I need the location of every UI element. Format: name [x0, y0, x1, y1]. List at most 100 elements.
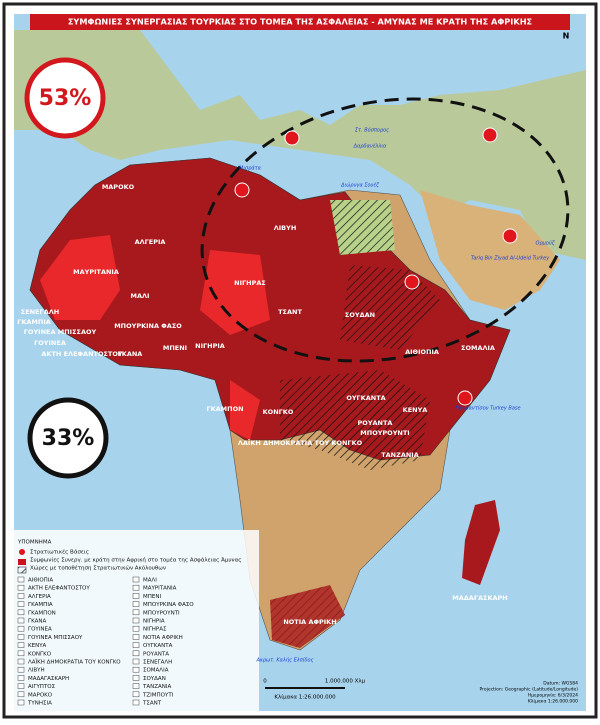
base-icon: [457, 390, 473, 406]
legend-country: ΤΖΙΜΠΟΥΤΙ: [142, 692, 174, 698]
legend-swatch: [17, 625, 25, 632]
country-label: ΑΛΓΕΡΙΑ: [135, 238, 166, 246]
legend-country: ΚΟΝΓΚΟ: [28, 651, 52, 657]
map-info: Κλίμακα 1:26.000.000: [528, 698, 578, 705]
legend-country: ΓΚΑΜΠΟΝ: [28, 610, 56, 616]
legend-swatch: [17, 699, 25, 706]
south-africa: [270, 585, 345, 648]
country-label: ΤΣΑΝΤ: [278, 308, 302, 316]
country-label: ΜΑΛΙ: [131, 292, 150, 300]
scale-end: 1.000.000 Χλμ: [325, 679, 366, 685]
north-arrow: N: [563, 32, 570, 41]
legend-symbol: [19, 549, 25, 555]
base-icon: [234, 182, 250, 198]
legend-country: ΟΥΓΚΑΝΤΑ: [143, 643, 173, 649]
legend-swatch: [132, 642, 140, 648]
place-label: Διώρυγα Σουέζ: [340, 182, 379, 189]
place-label: Δαρδανέλλια: [353, 143, 387, 150]
legend-swatch: [132, 658, 140, 665]
legend-swatch: [132, 609, 140, 616]
legend-country: ΓΚΑΜΠΙΑ: [28, 602, 53, 608]
country-label: ΓΚΑΜΠΙΑ: [17, 318, 51, 326]
country-label: ΣΕΝΕΓΑΛΗ: [21, 308, 59, 316]
legend-country: ΑΙΘΙΟΠΙΑ: [28, 578, 53, 584]
agreement-countries: [40, 235, 270, 440]
legend-country: ΚΕΝΥΑ: [28, 643, 47, 649]
legend-swatch: [132, 617, 140, 624]
legend-swatch: [132, 699, 140, 706]
legend-country: ΡΟΥΑΝΤΑ: [143, 651, 169, 657]
legend-swatch: [17, 658, 25, 665]
map-info: Datum: WGS84: [543, 681, 578, 687]
country-label: ΜΑΥΡΙΤΑΝΙΑ: [73, 268, 119, 276]
legend-item: Στρατιωτικές Βάσεις: [30, 549, 89, 556]
legend-country: ΝΙΓΗΡΙΑ: [143, 619, 165, 625]
legend-swatch: [17, 601, 25, 607]
legend-swatch: [17, 593, 25, 599]
title: ΣΥΜΦΩΝΙΕΣ ΣΥΝΕΡΓΑΣΙΑΣ ΤΟΥΡΚΙΑΣ ΣΤΟ ΤΟΜΕΑ…: [68, 17, 532, 27]
country-label: ΓΟΥΙΝΕΑ: [34, 339, 66, 347]
legend-country: ΜΑΔΑΓΑΣΚΑΡΗ: [28, 676, 69, 682]
legend-country: ΓΚΑΝΑ: [28, 619, 47, 625]
legend-title: ΥΠΟΜΝΗΜΑ: [17, 540, 52, 546]
legend-country: ΣΟΜΑΛΙΑ: [143, 668, 169, 674]
legend-swatch: [132, 650, 140, 657]
country-label: ΝΟΤΙΑ ΑΦΡΙΚΗ: [283, 618, 336, 626]
legend-swatch: [17, 617, 25, 624]
country-label: ΛΙΒΥΗ: [274, 224, 297, 232]
legend-swatch: [17, 576, 25, 583]
influence-ellipse: [200, 97, 570, 363]
country-label: ΝΙΓΗΡΑΣ: [234, 279, 266, 287]
legend-country: ΣΕΝΕΓΑΛΗ: [143, 660, 172, 666]
bases: [234, 127, 518, 406]
madagascar: [462, 500, 500, 585]
place-label: Ακρωτ. Καλής Ελπίδος: [255, 657, 313, 664]
legend-country: ΜΠΟΥΡΟΥΝΤΙ: [143, 610, 180, 616]
place-label: Στ. Βόσπορος: [355, 127, 389, 134]
country-label: ΣΟΜΑΛΙΑ: [461, 344, 495, 352]
legend-country: ΜΠΟΥΡΚΙΝΑ ΦΑΣΟ: [143, 602, 194, 608]
country-label: ΛΑΪΚΗ ΔΗΜΟΚΡΑΤΙΑ ΤΟΥ ΚΟΝΓΚΟ: [238, 438, 363, 447]
legend-swatch: [132, 683, 140, 689]
country-label: ΑΚΤΗ ΕΛΕΦΑΝΤΟΣΤΟΥ: [41, 350, 122, 358]
legend-swatch: [132, 584, 140, 591]
legend-swatch: [17, 584, 25, 591]
map-info: Projection: Geographic (Latitude/Longitu…: [480, 687, 579, 693]
country-label: ΜΑΔΑΓΑΣΚΑΡΗ: [452, 594, 507, 602]
legend-country: ΜΑΥΡΙΤΑΝΙΑ: [143, 586, 177, 592]
scale-caption: Κλίμακα 1:26.000.000: [274, 694, 336, 701]
country-label: ΑΙΘΙΟΠΙΑ: [405, 348, 439, 356]
legend-swatch: [132, 601, 140, 607]
badge-text: 33%: [42, 426, 95, 451]
legend-country: ΛΙΒΥΗ: [28, 668, 45, 674]
badge: [24, 57, 106, 139]
legend-swatch: [132, 625, 140, 632]
legend-swatch: [132, 593, 140, 599]
country-label: ΤΑΝΖΑΝΙΑ: [381, 451, 419, 459]
legend-country: ΤΑΝΖΑΝΙΑ: [142, 684, 172, 690]
legend-swatch: [17, 675, 25, 681]
country-label: ΜΠΟΥΡΚΙΝΑ ΦΑΣΟ: [114, 322, 182, 330]
legend-swatch: [132, 576, 140, 583]
country-label: ΣΟΥΔΑΝ: [345, 311, 375, 319]
country-label: ΚΕΝΥΑ: [403, 406, 428, 414]
legend-swatch: [17, 683, 25, 689]
legend-country: ΝΙΓΗΡΑΣ: [143, 627, 167, 633]
badge: [27, 397, 109, 479]
place-label: Μισράτα: [239, 165, 262, 172]
country-label: ΓΚΑΜΠΟΝ: [206, 405, 243, 413]
place-label: Μογκαντίσου Turkey Base: [455, 405, 520, 412]
legend-country: ΛΑΪΚΗ ΔΗΜΟΚΡΑΤΙΑ ΤΟΥ ΚΟΝΓΚΟ: [28, 659, 121, 666]
scale-zero: 0: [263, 679, 267, 685]
legend-swatch: [132, 675, 140, 681]
place-label: Tariq Bin Ziyad Al-Udeid Turkey: [471, 256, 550, 262]
legend-swatch: [17, 666, 25, 673]
country-label: ΟΥΓΚΑΝΤΑ: [346, 394, 385, 402]
attache-countries: [270, 265, 440, 648]
base-icon: [404, 274, 420, 290]
legend-swatch: [132, 691, 140, 698]
legend-swatch: [132, 634, 140, 640]
country-label: ΡΟΥΑΝΤΑ: [358, 419, 393, 427]
legend-swatch: [17, 650, 25, 657]
